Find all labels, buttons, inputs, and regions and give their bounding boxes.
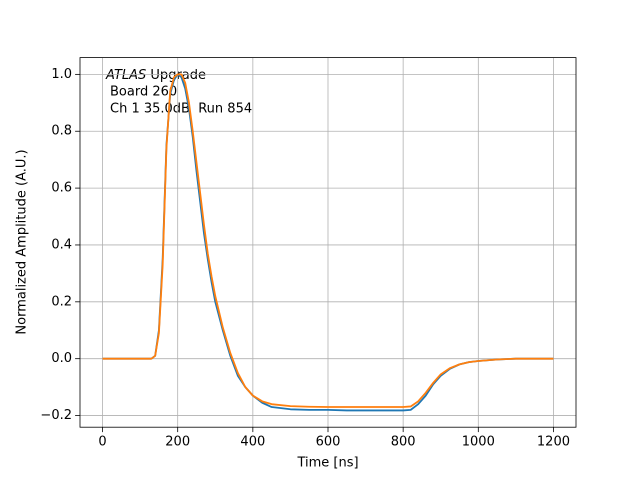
x-tick-label: 0 — [98, 435, 106, 450]
y-tick-label: 1.0 — [51, 67, 72, 82]
y-axis-label: Normalized Amplitude (A.U.) — [15, 149, 30, 334]
y-tick-label: 0.8 — [51, 124, 72, 139]
x-tick-label: 1000 — [462, 435, 495, 450]
x-tick-label: 800 — [391, 435, 416, 450]
x-tick-label: 200 — [165, 435, 190, 450]
annotation: Board 260 — [110, 85, 177, 100]
y-tick-label: 0.6 — [51, 181, 72, 196]
x-tick-label: 600 — [316, 435, 341, 450]
y-tick-label: 0.2 — [51, 294, 72, 309]
series-line — [102, 73, 554, 408]
y-tick-label: 0.0 — [51, 351, 72, 366]
y-tick-label: −0.2 — [40, 408, 72, 423]
annotation: ATLAS Upgrade — [105, 68, 206, 83]
annotation-italic: ATLAS — [105, 68, 146, 83]
x-tick-label: 400 — [240, 435, 265, 450]
annotation: Ch 1 35.0dB Run 854 — [110, 102, 252, 117]
plot-frame — [79, 57, 577, 428]
y-tick-label: 0.4 — [51, 237, 72, 252]
x-tick-label: 1200 — [537, 435, 570, 450]
x-axis-label: Time [ns] — [296, 456, 358, 471]
